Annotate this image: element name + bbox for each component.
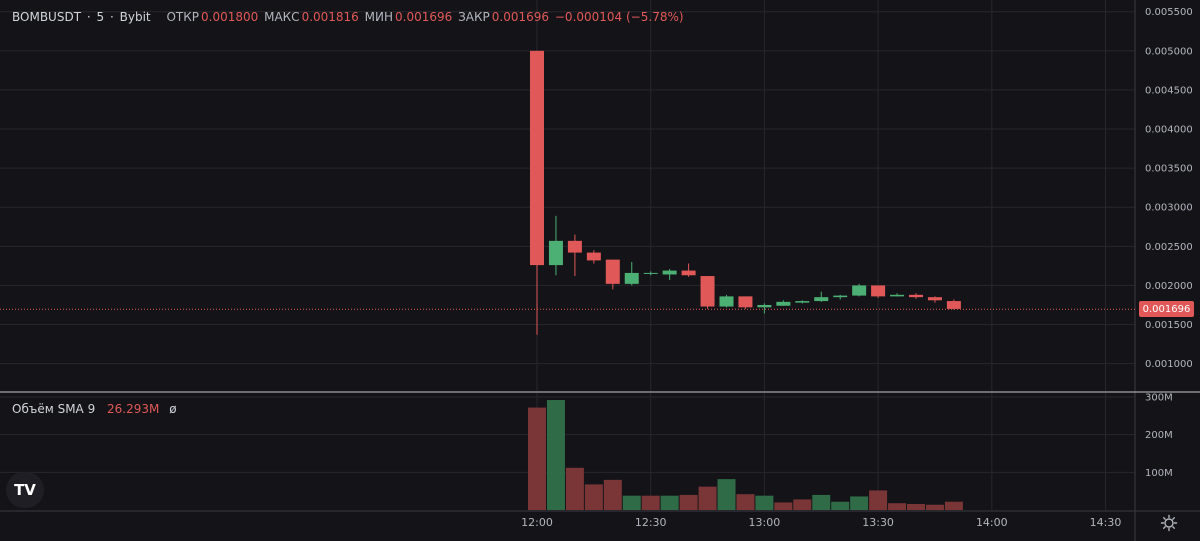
candle-body <box>833 295 848 298</box>
volume-bars <box>528 400 963 510</box>
candle-body <box>757 304 772 308</box>
volume-bar <box>755 495 774 510</box>
ohlc-legend: BOMBUSDT · 5 · Bybit ОТКР 0.001800 МАКС 0.… <box>12 10 686 24</box>
price-tick-label: 0.002000 <box>1145 281 1193 292</box>
high-label: МАКС <box>264 10 300 24</box>
candle-body <box>909 294 923 298</box>
volume-bar <box>660 495 679 510</box>
candle-body <box>605 259 620 284</box>
volume-bar <box>736 494 755 510</box>
candle-body <box>624 272 639 284</box>
settings-gear-icon[interactable] <box>1158 512 1180 534</box>
candle-body <box>946 301 961 309</box>
change-value: −0.000104 (−5.78%) <box>554 10 684 24</box>
candle-body <box>567 240 582 253</box>
time-tick-label: 13:30 <box>862 516 894 529</box>
time-tick-label: 12:30 <box>635 516 667 529</box>
volume-tick-label: 300M <box>1145 393 1173 404</box>
open-label: ОТКР <box>166 10 199 24</box>
candle-body <box>548 240 563 266</box>
volume-bar <box>793 499 812 510</box>
volume-bar <box>869 490 888 510</box>
volume-bar <box>850 496 869 510</box>
candle-body <box>681 270 696 276</box>
exchange-label: Bybit <box>119 10 151 24</box>
volume-bar <box>584 484 603 510</box>
separator: · <box>86 10 91 24</box>
interval-label[interactable]: 5 <box>96 10 105 24</box>
volume-bar <box>774 502 793 510</box>
volume-bar <box>944 501 963 510</box>
candle-body <box>795 301 810 303</box>
candle-body <box>643 272 658 274</box>
candlesticks <box>0 50 1135 335</box>
price-tick-label: 0.001500 <box>1145 320 1193 331</box>
volume-bar <box>603 479 622 510</box>
separator: · <box>109 10 114 24</box>
price-tick-label: 0.003000 <box>1145 203 1193 214</box>
tick-labels: 0.001000 0.001500 0.002000 0.002500 0.003000… <box>521 7 1193 529</box>
volume-bar <box>698 486 717 510</box>
candle-body <box>871 285 886 297</box>
low-value: 0.001696 <box>395 10 453 24</box>
candle-body <box>662 270 677 275</box>
tradingview-logo[interactable]: TV <box>6 472 44 508</box>
candle-body <box>700 276 715 307</box>
close-value: 0.001696 <box>491 10 550 24</box>
volume-indicator-symbol: ø <box>169 402 177 416</box>
candle-body <box>586 252 601 261</box>
volume-bar <box>812 494 831 510</box>
price-tick-label: 0.004500 <box>1145 85 1193 96</box>
candle-body <box>719 296 734 307</box>
volume-bar <box>831 501 850 510</box>
price-tick-label: 0.004000 <box>1145 125 1193 136</box>
volume-bar <box>546 400 565 510</box>
open-value: 0.001800 <box>201 10 259 24</box>
low-label: МИН <box>364 10 394 24</box>
high-value: 0.001816 <box>301 10 359 24</box>
volume-indicator-name: Объём SMA 9 <box>12 402 96 416</box>
volume-bar <box>641 495 660 510</box>
time-tick-label: 14:00 <box>976 516 1008 529</box>
volume-bar <box>565 467 584 510</box>
candle-body <box>738 296 753 308</box>
price-tick-label: 0.001000 <box>1145 359 1193 370</box>
volume-legend[interactable]: Объём SMA 9 26.293M ø <box>12 402 177 416</box>
volume-tick-label: 200M <box>1145 430 1173 441</box>
price-tick-label: 0.005000 <box>1145 46 1193 57</box>
time-tick-label: 14:30 <box>1090 516 1122 529</box>
time-tick-label: 12:00 <box>521 516 553 529</box>
candle-body <box>776 301 791 306</box>
price-tick-label: 0.002500 <box>1145 242 1193 253</box>
volume-indicator-value: 26.293M <box>107 402 160 416</box>
candle-body <box>814 297 829 302</box>
close-label: ЗАКР <box>458 10 490 24</box>
price-tick-label: 0.003500 <box>1145 164 1193 175</box>
price-tick-label: 0.005500 <box>1145 7 1193 18</box>
volume-bar <box>925 504 944 510</box>
volume-bar <box>888 503 907 510</box>
candle-body <box>852 285 867 296</box>
volume-bar <box>679 494 698 510</box>
volume-bar <box>528 407 546 510</box>
volume-bar <box>907 503 925 510</box>
volume-tick-label: 100M <box>1145 468 1173 479</box>
grid <box>0 0 1135 510</box>
volume-bar <box>622 495 641 510</box>
candle-body <box>927 297 942 301</box>
symbol-label[interactable]: BOMBUSDT <box>12 10 82 24</box>
last-price-tag: 0.001696 <box>1139 301 1194 318</box>
candle-body <box>530 50 544 266</box>
time-tick-label: 13:00 <box>749 516 781 529</box>
candle-body <box>890 294 905 297</box>
volume-bar <box>717 479 736 510</box>
